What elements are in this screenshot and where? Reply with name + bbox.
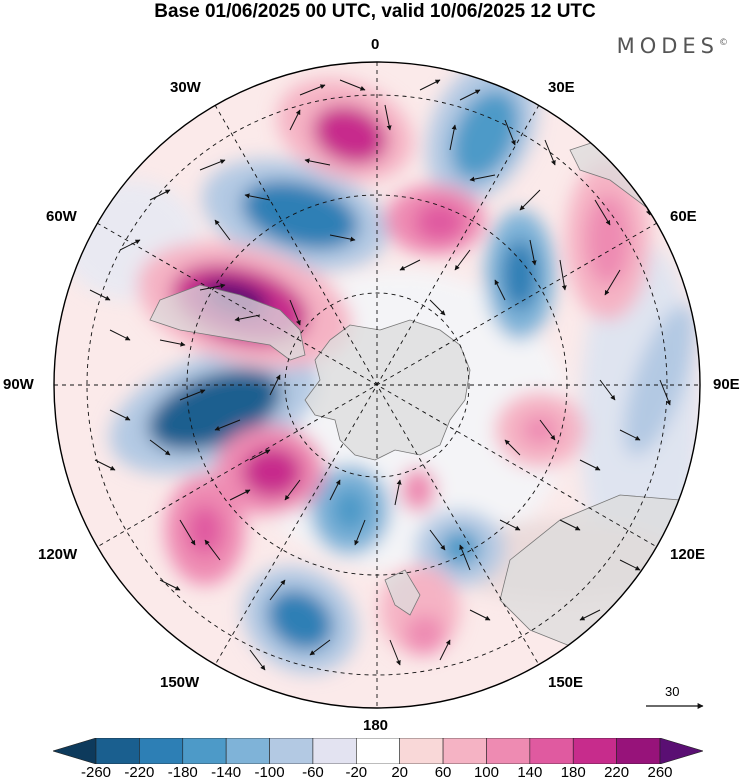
colorbar-segment xyxy=(399,738,444,764)
graticule xyxy=(54,62,700,708)
map-title: Base 01/06/2025 00 UTC, valid 10/06/2025… xyxy=(154,1,596,22)
colorbar-segment xyxy=(269,738,314,764)
colorbar-tick-label: -180 xyxy=(167,764,198,781)
colorbar-tick-label: -220 xyxy=(124,764,155,781)
brand-text: MODES xyxy=(616,34,719,58)
lon-label-60w: 60W xyxy=(46,208,77,225)
antarctica xyxy=(304,319,471,461)
lon-label-60e: 60E xyxy=(670,208,697,225)
lon-label-0: 0 xyxy=(371,36,380,53)
colorbar-tick-label: -140 xyxy=(211,764,242,781)
lon-label-30w: 30W xyxy=(170,79,201,96)
colorbar-tick-labels: -260 -220 -180 -140 -100 -60 -20 20 60 100 140 180 2… xyxy=(0,764,750,782)
lon-label-90e: 90E xyxy=(713,376,740,393)
colorbar-tick-label: -260 xyxy=(80,764,112,781)
colorbar-tick-label: 60 xyxy=(434,764,452,781)
lon-label-150e: 150E xyxy=(548,674,584,691)
lon-label-150w: 150W xyxy=(160,674,200,691)
colorbar-segment xyxy=(312,738,357,764)
colorbar-segment xyxy=(659,738,703,764)
colorbar-tick-label: -20 xyxy=(345,764,368,781)
colorbar-tick-label: 100 xyxy=(473,764,499,781)
colorbar-segment xyxy=(95,738,140,764)
lon-label-90w: 90W xyxy=(3,376,34,393)
colorbar-segment xyxy=(616,738,661,764)
colorbar-tick-label: 180 xyxy=(560,764,586,781)
colorbar-segment xyxy=(356,738,400,764)
colorbar-segment xyxy=(53,738,97,764)
colorbar-tick-label: -60 xyxy=(302,764,324,781)
wind-vectors xyxy=(89,79,671,671)
colorbar-tick-label: 220 xyxy=(604,764,630,781)
lon-label-120w: 120W xyxy=(38,546,78,563)
lon-label-30e: 30E xyxy=(548,79,575,96)
polar-map xyxy=(53,61,704,709)
colorbar-segment xyxy=(182,738,227,764)
colorbar-segment xyxy=(139,738,184,764)
colorbar-segment xyxy=(572,738,617,764)
map-boundary xyxy=(53,61,701,709)
colorbar-segment xyxy=(529,738,574,764)
reference-vector-label: 30 xyxy=(665,684,680,699)
colorbar-tick-label: 140 xyxy=(517,764,543,781)
lon-label-120e: 120E xyxy=(670,546,706,563)
copyright-mark: © xyxy=(719,38,728,48)
lon-label-180: 180 xyxy=(363,717,389,734)
colorbar-segment xyxy=(486,738,531,764)
modes-logo: MODES© xyxy=(617,34,728,58)
colorbar-tick-label: 260 xyxy=(647,764,673,781)
south-america xyxy=(149,284,306,361)
colorbar-segment xyxy=(225,738,270,764)
new-zealand xyxy=(384,569,421,616)
colorbar-tick-label: -100 xyxy=(254,764,285,781)
colorbar-segment xyxy=(442,738,487,764)
colorbar-tick-label: 20 xyxy=(391,764,409,781)
colorbar xyxy=(53,738,703,764)
